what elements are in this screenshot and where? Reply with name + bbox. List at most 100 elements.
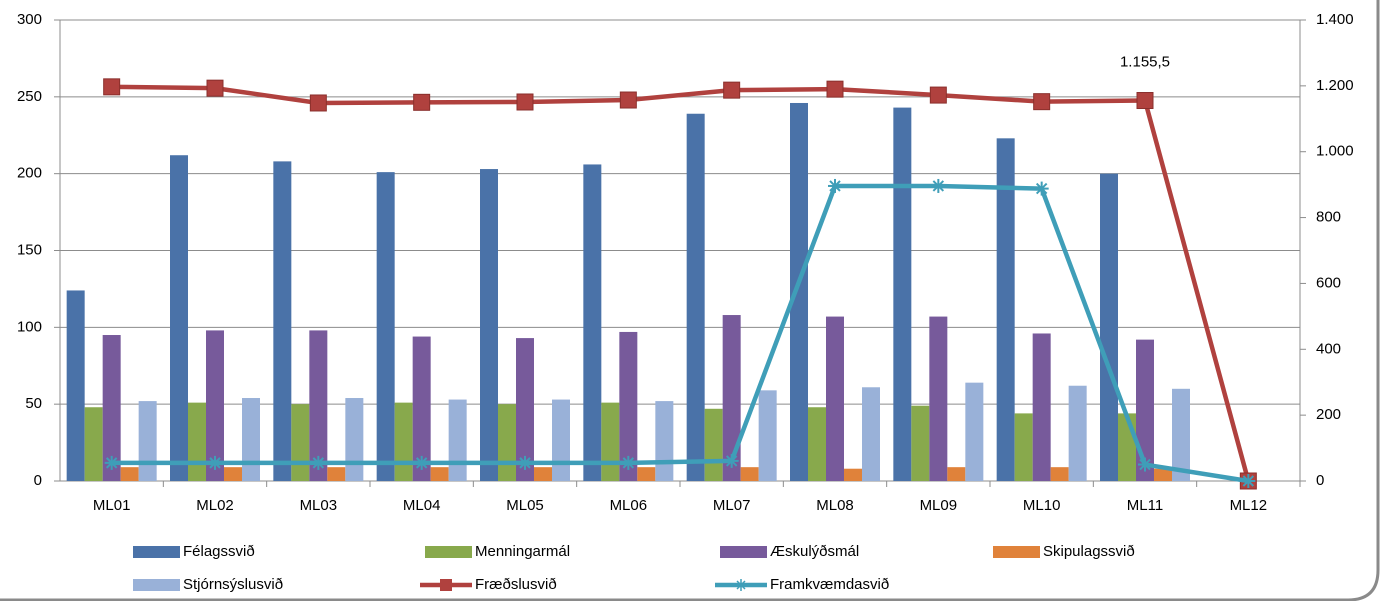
line-marker <box>1138 457 1152 472</box>
y-tick-label: 100 <box>17 318 42 335</box>
bar <box>552 399 570 481</box>
y-tick-label: 200 <box>17 165 42 182</box>
bar <box>394 402 413 481</box>
legend-item: Fræðslusvið <box>420 576 557 593</box>
legend-item: Menningarmál <box>425 543 570 560</box>
bar <box>206 330 224 481</box>
bar <box>448 399 467 481</box>
legend-label: Stjórnsýslusvið <box>183 576 283 593</box>
marker-stroke <box>725 455 738 467</box>
y2-tick-label: 1.000 <box>1316 143 1354 160</box>
bar <box>84 407 103 481</box>
legend-swatch <box>133 546 180 558</box>
bar <box>704 408 723 481</box>
marker-stroke <box>1242 475 1255 487</box>
bar <box>758 390 777 481</box>
bar <box>66 290 85 481</box>
bar <box>480 169 498 481</box>
bar <box>345 398 364 481</box>
line-marker <box>309 94 327 112</box>
bar <box>929 316 948 481</box>
y-tick-label: 150 <box>17 241 42 258</box>
line-marker <box>724 453 739 468</box>
bar <box>740 467 759 481</box>
line-marker <box>1136 92 1154 110</box>
bar <box>534 467 552 481</box>
legend-swatch <box>720 546 767 558</box>
x-tick-label: ML10 <box>1023 497 1061 514</box>
y2-tick-label: 200 <box>1316 406 1341 423</box>
x-tick-label: ML04 <box>403 497 441 514</box>
x-tick-label: ML09 <box>920 497 958 514</box>
line-marker <box>931 178 946 193</box>
bar <box>1136 339 1154 481</box>
legend-label: Menningarmál <box>475 543 570 560</box>
x-tick-label: ML05 <box>506 497 544 514</box>
legend-label: Æskulýðsmál <box>770 543 859 560</box>
bar <box>996 138 1015 481</box>
bar <box>1154 468 1172 481</box>
bar <box>1050 467 1069 481</box>
line-marker <box>206 79 224 97</box>
marker-stroke <box>1035 182 1048 195</box>
bar <box>862 387 880 481</box>
line-marker <box>208 455 222 470</box>
legend-item: Framkvæmdasvið <box>715 576 889 593</box>
bar <box>601 402 620 481</box>
bar <box>1118 413 1136 481</box>
bar <box>1100 173 1118 481</box>
y2-tick-label: 1.200 <box>1316 77 1354 94</box>
y2-tick-label: 400 <box>1316 340 1341 357</box>
bar <box>327 467 346 481</box>
line-marker <box>518 455 532 470</box>
line-marker <box>1034 181 1049 196</box>
marker-stroke <box>105 457 118 469</box>
line-marker <box>723 81 741 99</box>
x-tick-label: ML01 <box>93 497 131 514</box>
legend-label: Skipulagssvið <box>1043 543 1135 560</box>
bar <box>1032 333 1051 481</box>
bar <box>516 338 534 481</box>
legend-marker <box>440 579 452 591</box>
y-tick-label: 250 <box>17 88 42 105</box>
marker-stroke <box>312 457 325 469</box>
legend-swatch <box>993 546 1040 558</box>
y2-tick-label: 1.400 <box>1316 11 1354 28</box>
line-marker <box>104 455 119 470</box>
bar <box>619 331 638 481</box>
marker-stroke <box>622 457 635 469</box>
legend-marker <box>736 580 746 590</box>
marker-stroke <box>829 180 841 192</box>
bar <box>790 102 808 481</box>
bar <box>242 398 260 481</box>
bar <box>686 113 705 481</box>
legend-label: Fræðslusvið <box>475 576 557 593</box>
line-marker <box>828 178 842 193</box>
bar <box>965 382 984 481</box>
bar <box>1014 413 1033 481</box>
line-marker <box>826 80 844 98</box>
bar <box>120 467 139 481</box>
line-marker <box>311 455 326 470</box>
bar <box>947 467 966 481</box>
x-tick-label: ML06 <box>610 497 648 514</box>
y2-tick-label: 600 <box>1316 274 1341 291</box>
line-marker <box>621 455 636 470</box>
x-tick-label: ML02 <box>196 497 234 514</box>
bar <box>655 401 674 481</box>
bar <box>376 172 395 481</box>
y-tick-label: 300 <box>17 11 42 28</box>
bar <box>637 467 656 481</box>
bar <box>826 316 844 481</box>
bar <box>722 315 741 481</box>
marker-stroke <box>209 457 221 469</box>
line-marker <box>1033 93 1051 111</box>
line-marker <box>619 91 637 109</box>
x-tick-label: ML12 <box>1230 497 1268 514</box>
x-tick-label: ML03 <box>300 497 338 514</box>
marker-stroke <box>932 180 945 192</box>
line-series <box>111 84 1251 482</box>
bar <box>583 164 602 482</box>
line-marker <box>516 93 534 111</box>
legend-swatch <box>133 579 180 591</box>
